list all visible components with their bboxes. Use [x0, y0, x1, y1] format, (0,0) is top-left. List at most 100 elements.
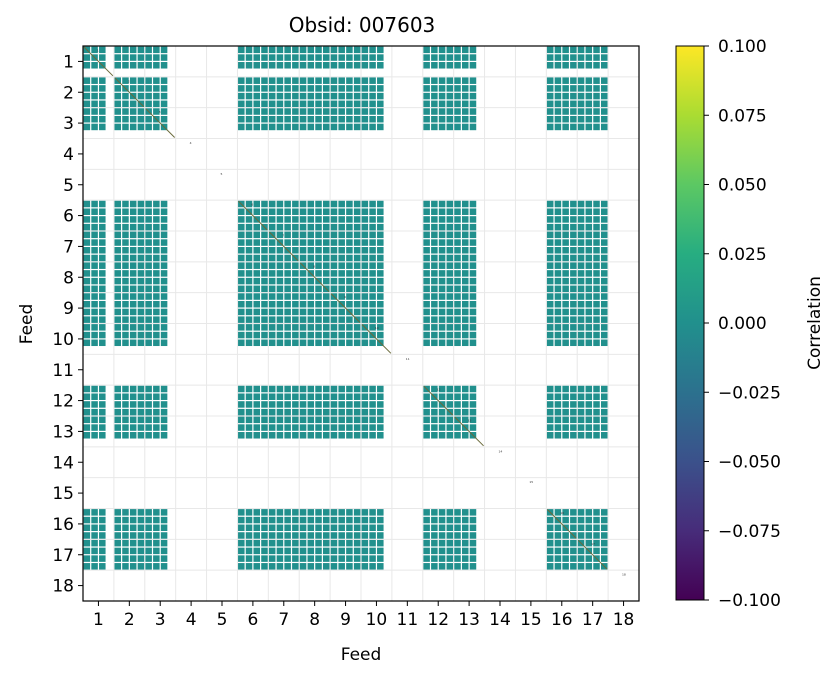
heatmap-cell — [153, 293, 160, 300]
heatmap-cell — [353, 277, 361, 285]
heatmap-cell — [268, 108, 276, 115]
heatmap-cell — [129, 77, 137, 84]
heatmap-cell — [284, 308, 291, 316]
heatmap-cell — [268, 416, 276, 424]
heatmap-cell — [137, 308, 145, 316]
heatmap-cell — [461, 239, 469, 246]
heatmap-cell — [299, 331, 307, 339]
heatmap-cell — [446, 54, 454, 61]
heatmap-cell — [315, 85, 322, 92]
heatmap-cell — [600, 223, 608, 231]
heatmap-cell — [353, 92, 361, 100]
heatmap-cell — [461, 277, 469, 285]
heatmap-cell — [454, 100, 461, 108]
heatmap-cell — [91, 85, 98, 92]
heatmap-cell — [153, 254, 160, 262]
heatmap-cell — [253, 270, 261, 277]
heatmap-cell — [438, 331, 446, 339]
heatmap-cell — [423, 331, 430, 339]
heatmap-cell — [137, 555, 145, 562]
feed-marker: 6 — [251, 203, 253, 207]
heatmap-cell — [423, 316, 430, 323]
heatmap-cell — [99, 516, 106, 524]
heatmap-cell — [562, 509, 569, 516]
heatmap-cell — [307, 563, 315, 570]
heatmap-cell — [600, 416, 608, 424]
heatmap-cell — [438, 223, 446, 231]
heatmap-cell — [377, 277, 384, 285]
heatmap-cell — [377, 239, 384, 246]
heatmap-cell — [461, 547, 469, 555]
heatmap-cell — [369, 262, 376, 269]
heatmap-cell — [577, 223, 585, 231]
heatmap-cell — [238, 547, 245, 555]
heatmap-cell — [292, 416, 299, 424]
heatmap-cell — [554, 54, 562, 61]
heatmap-cell — [122, 285, 129, 293]
heatmap-cell — [353, 85, 361, 92]
heatmap-cell — [114, 563, 122, 570]
heatmap-cell — [585, 223, 593, 231]
heatmap-cell — [554, 247, 562, 254]
heatmap-cell — [129, 416, 137, 424]
chart-title: Obsid: 007603 — [289, 13, 436, 37]
heatmap-cell — [299, 285, 307, 293]
heatmap-cell — [83, 539, 91, 547]
heatmap-cell — [469, 509, 477, 516]
heatmap-cell — [546, 324, 554, 331]
y-tick-label: 15 — [52, 484, 74, 504]
heatmap-cell — [307, 408, 315, 416]
heatmap-cell — [268, 339, 276, 347]
heatmap-cell — [145, 424, 152, 431]
heatmap-cell — [600, 509, 608, 516]
heatmap-cell — [353, 239, 361, 246]
heatmap-cell — [315, 385, 322, 393]
heatmap-cell — [454, 308, 461, 316]
heatmap-cell — [369, 339, 376, 347]
heatmap-cell — [99, 239, 106, 246]
heatmap-cell — [91, 270, 98, 277]
heatmap-cell — [570, 62, 577, 69]
heatmap-cell — [307, 432, 315, 439]
heatmap-cell — [423, 424, 430, 431]
heatmap-cell — [268, 385, 276, 393]
heatmap-cell — [461, 216, 469, 223]
colorbar-tick-label: 0.025 — [718, 245, 767, 265]
feed-marker: 4 — [190, 141, 192, 145]
heatmap-cell — [562, 316, 569, 323]
heatmap-cell — [284, 239, 291, 246]
heatmap-cell — [600, 92, 608, 100]
heatmap-cell — [446, 339, 454, 347]
heatmap-cell — [238, 285, 245, 293]
heatmap-cell — [145, 239, 152, 246]
heatmap-cell — [353, 324, 361, 331]
heatmap-cell — [307, 547, 315, 555]
heatmap-cell — [454, 393, 461, 400]
heatmap-cell — [446, 208, 454, 215]
heatmap-cell — [438, 293, 446, 300]
heatmap-cell — [122, 223, 129, 231]
heatmap-cell — [423, 408, 430, 416]
heatmap-cell — [322, 547, 330, 555]
heatmap-cell — [446, 555, 454, 562]
heatmap-cell — [153, 300, 160, 308]
heatmap-cell — [153, 223, 160, 231]
heatmap-cell — [369, 324, 376, 331]
heatmap-cell — [546, 285, 554, 293]
heatmap-cell — [377, 231, 384, 239]
heatmap-cell — [377, 532, 384, 539]
heatmap-cell — [307, 393, 315, 400]
heatmap-cell — [268, 85, 276, 92]
heatmap-cell — [431, 308, 438, 316]
colorbar-tick-label: −0.075 — [718, 522, 781, 542]
heatmap-cell — [99, 270, 106, 277]
heatmap-cell — [446, 516, 454, 524]
heatmap-cell — [83, 393, 91, 400]
heatmap-cell — [129, 123, 137, 131]
heatmap-cell — [369, 247, 376, 254]
heatmap-cell — [160, 239, 168, 246]
heatmap-cell — [585, 216, 593, 223]
heatmap-cell — [438, 416, 446, 424]
heatmap-cell — [562, 100, 569, 108]
heatmap-cell — [160, 300, 168, 308]
